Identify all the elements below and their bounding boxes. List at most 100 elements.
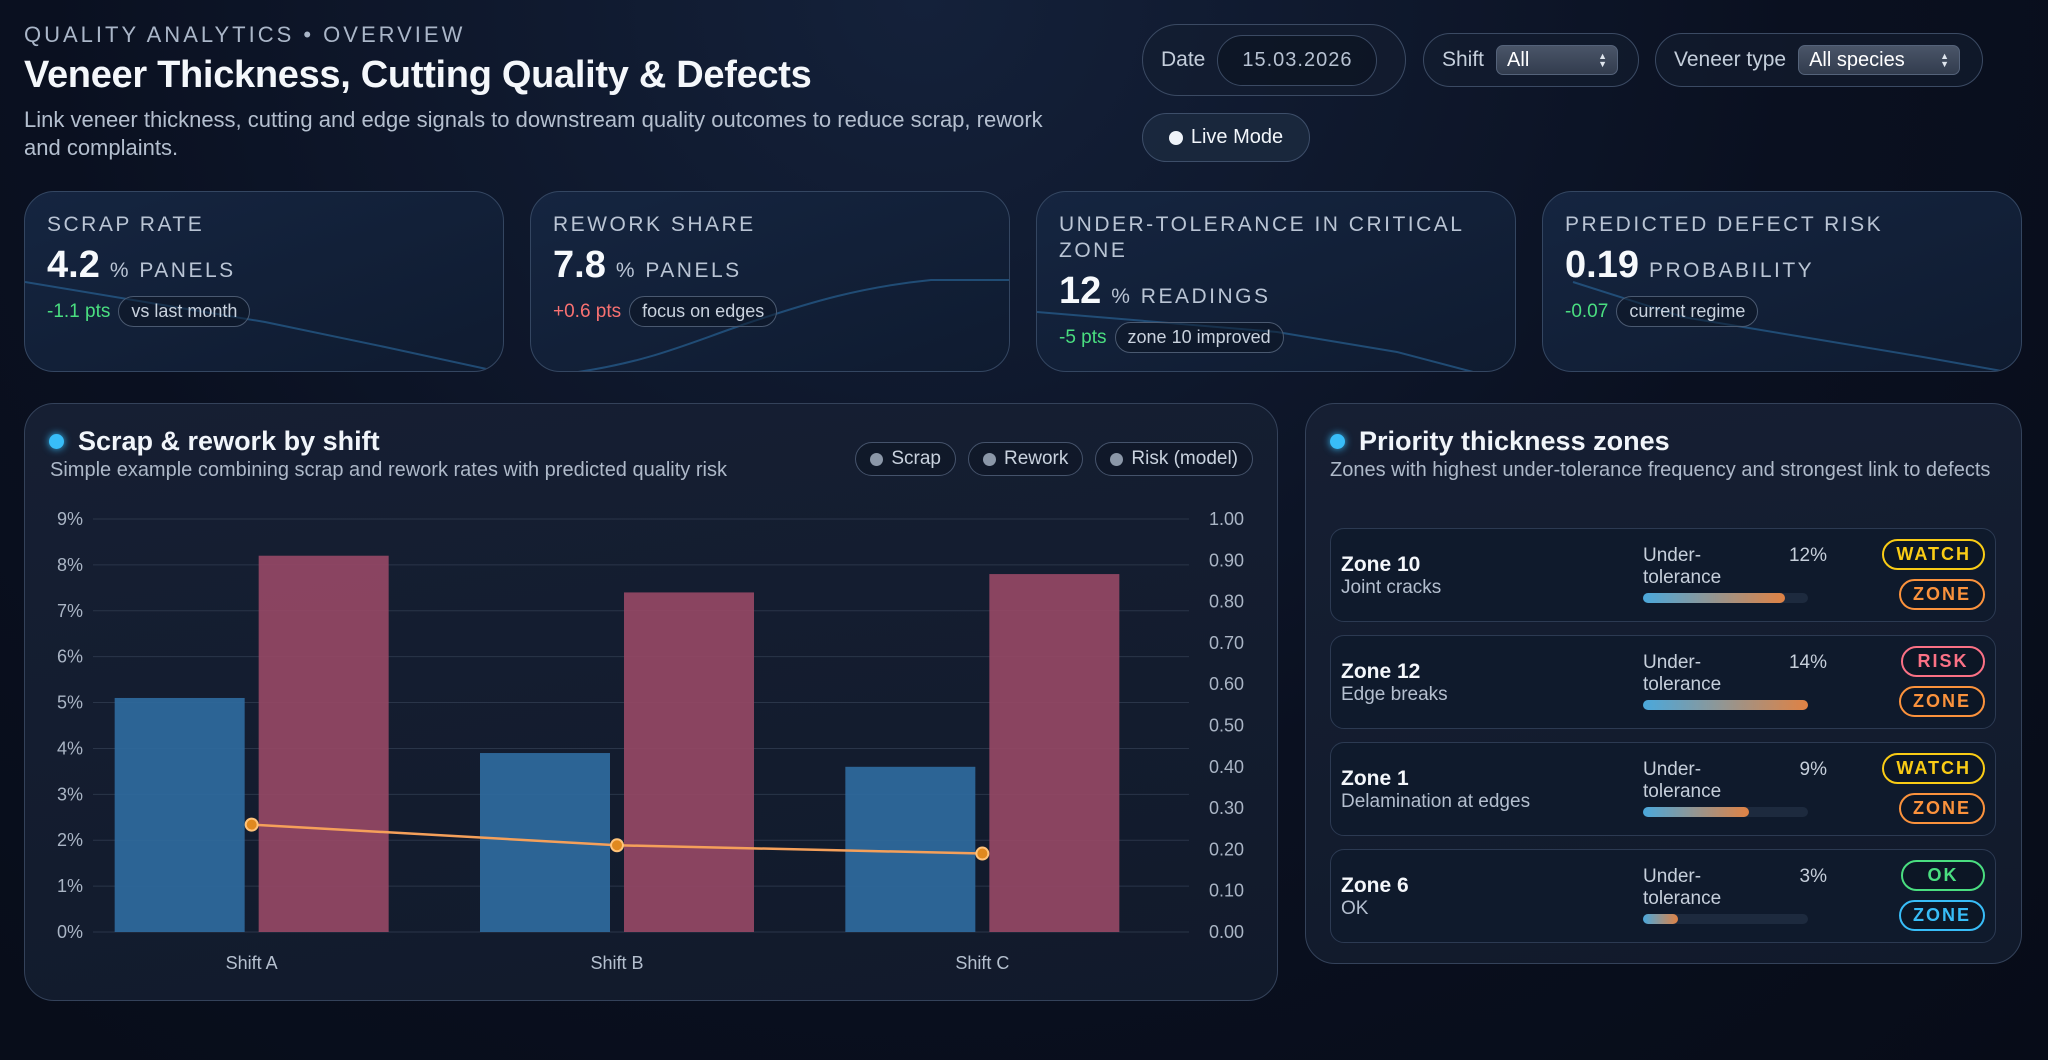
veneer-type-select-value: All species bbox=[1809, 48, 1905, 71]
zones-panel-title: Priority thickness zones bbox=[1330, 426, 1670, 457]
kpi-delta: -5 pts bbox=[1059, 326, 1107, 348]
chart-panel-subtitle: Simple example combining scrap and rewor… bbox=[50, 459, 727, 481]
kpi-card-defect-risk[interactable]: PREDICTED DEFECT RISK 0.19 PROBABILITY -… bbox=[1542, 191, 2022, 372]
zone-name: Zone 12 bbox=[1341, 660, 1421, 683]
y-right-tick-label: 0.00 bbox=[1209, 922, 1244, 942]
legend-dot-icon bbox=[982, 452, 996, 466]
legend-item-risk[interactable]: Risk (model) bbox=[1095, 442, 1253, 476]
kpi-value: 7.8 bbox=[553, 244, 606, 286]
risk-point-shift-b bbox=[610, 838, 624, 853]
zone-item[interactable]: Zone 12 Edge breaks Under-tolerance 14% … bbox=[1330, 635, 1996, 729]
zone-status-badge: RISK bbox=[1901, 646, 1985, 677]
zone-description: Delamination at edges bbox=[1341, 791, 1531, 812]
page-title: Veneer Thickness, Cutting Quality & Defe… bbox=[24, 54, 812, 96]
y-left-tick-label: 9% bbox=[57, 509, 83, 529]
zone-description: OK bbox=[1341, 898, 1369, 919]
y-right-tick-label: 1.00 bbox=[1209, 509, 1244, 529]
veneer-type-label: Veneer type bbox=[1674, 48, 1787, 71]
x-tick-label: Shift B bbox=[590, 953, 643, 973]
y-left-tick-label: 5% bbox=[57, 693, 83, 713]
y-left-tick-label: 2% bbox=[57, 830, 83, 850]
date-input[interactable]: 15.03.2026 bbox=[1217, 34, 1378, 86]
kpi-label: UNDER-TOLERANCE IN CRITICAL ZONE bbox=[1059, 213, 1464, 262]
section-eyebrow: QUALITY ANALYTICS • OVERVIEW bbox=[24, 22, 466, 47]
y-left-tick-label: 4% bbox=[57, 738, 83, 758]
kpi-unit: % READINGS bbox=[1111, 285, 1271, 308]
kpi-card-under-tolerance[interactable]: UNDER-TOLERANCE IN CRITICAL ZONE 12 % RE… bbox=[1036, 191, 1516, 372]
bar-rework-shift-b bbox=[624, 592, 754, 932]
risk-point-shift-c bbox=[975, 846, 990, 861]
page-subtitle: Link veneer thickness, cutting and edge … bbox=[24, 107, 1043, 160]
zone-tag-badge: ZONE bbox=[1898, 579, 1985, 610]
legend-item-rework[interactable]: Rework bbox=[967, 442, 1084, 476]
zone-item[interactable]: Zone 6 OK Under-tolerance 3% OK ZONE bbox=[1330, 849, 1996, 943]
chart-legend: Scrap Rework Risk (model) bbox=[855, 442, 1253, 476]
legend-label: Scrap bbox=[891, 448, 941, 469]
zones-panel-subtitle: Zones with highest under-tolerance frequ… bbox=[1330, 459, 1991, 481]
kpi-note: zone 10 improved bbox=[1114, 322, 1284, 353]
kpi-label: SCRAP RATE bbox=[47, 213, 205, 236]
kpi-card-scrap-rate[interactable]: SCRAP RATE 4.2 % PANELS -1.1 pts vs last… bbox=[24, 191, 504, 372]
kpi-note: focus on edges bbox=[629, 296, 778, 327]
kpi-unit: % PANELS bbox=[615, 259, 742, 282]
y-left-tick-label: 3% bbox=[57, 784, 83, 804]
zone-progress-bar bbox=[1643, 593, 1808, 603]
zone-progress-fill bbox=[1643, 593, 1785, 603]
title-dot-icon bbox=[1330, 434, 1345, 449]
y-right-tick-label: 0.80 bbox=[1209, 592, 1244, 612]
zone-metric-label: Under-tolerance bbox=[1643, 759, 1722, 802]
kpi-delta: +0.6 pts bbox=[553, 300, 622, 322]
shift-label: Shift bbox=[1442, 48, 1485, 71]
priority-zones-panel: Priority thickness zones Zones with high… bbox=[1305, 403, 2022, 964]
legend-item-scrap[interactable]: Scrap bbox=[855, 442, 956, 476]
kpi-card-rework-share[interactable]: REWORK SHARE 7.8 % PANELS +0.6 pts focus… bbox=[530, 191, 1010, 372]
kpi-value: 0.19 bbox=[1565, 244, 1639, 286]
bar-scrap-shift-a bbox=[114, 697, 245, 932]
y-right-tick-label: 0.50 bbox=[1209, 716, 1244, 736]
date-filter: Date 15.03.2026 bbox=[1142, 24, 1406, 96]
live-indicator-icon bbox=[1168, 130, 1183, 145]
bar-scrap-shift-c bbox=[845, 766, 976, 932]
bar-rework-shift-a bbox=[258, 555, 389, 932]
live-mode-label: Live Mode bbox=[1190, 126, 1284, 148]
date-label: Date bbox=[1161, 48, 1206, 71]
y-left-tick-label: 0% bbox=[57, 922, 83, 942]
scrap-rework-chart-panel: 0% 1% 2% 3% 4% 5% 6% 7% 8% 9% 0.00 0.10 0.20 0.30 0.40… bbox=[24, 403, 1278, 1001]
zone-progress-fill bbox=[1643, 914, 1678, 924]
y-left-tick-label: 1% bbox=[57, 876, 83, 896]
y-right-tick-label: 0.30 bbox=[1209, 798, 1244, 818]
y-right-tick-label: 0.40 bbox=[1209, 757, 1244, 777]
kpi-delta: -1.1 pts bbox=[47, 300, 111, 322]
legend-dot-icon bbox=[1110, 452, 1124, 466]
y-left-tick-label: 8% bbox=[57, 555, 83, 575]
zone-item[interactable]: Zone 10 Joint cracks Under-tolerance 12%… bbox=[1330, 528, 1996, 622]
zone-item[interactable]: Zone 1 Delamination at edges Under-toler… bbox=[1330, 742, 1996, 836]
sparkline bbox=[25, 281, 501, 371]
shift-select[interactable]: All ▲ ▼ bbox=[1496, 45, 1619, 75]
zone-metric-label: Under-tolerance bbox=[1643, 545, 1722, 588]
zone-tag-badge: ZONE bbox=[1898, 900, 1985, 931]
y-right-tick-label: 0.60 bbox=[1209, 674, 1244, 694]
live-mode-button[interactable]: Live Mode bbox=[1142, 113, 1310, 162]
zone-status-badge: OK bbox=[1901, 860, 1985, 891]
zone-percentage: 3% bbox=[1799, 866, 1827, 887]
y-right-tick-label: 0.20 bbox=[1209, 839, 1244, 859]
kpi-note: current regime bbox=[1616, 296, 1759, 327]
shift-filter: Shift All ▲ ▼ bbox=[1423, 33, 1639, 87]
x-tick-label: Shift A bbox=[226, 953, 278, 973]
y-left-tick-label: 7% bbox=[57, 601, 83, 621]
zone-description: Edge breaks bbox=[1341, 684, 1448, 705]
legend-label: Risk (model) bbox=[1131, 448, 1238, 469]
zone-percentage: 14% bbox=[1788, 652, 1827, 673]
chart-panel-title: Scrap & rework by shift bbox=[49, 426, 380, 457]
kpi-unit: % PANELS bbox=[109, 259, 236, 282]
zone-progress-fill bbox=[1643, 700, 1808, 710]
risk-point-shift-a bbox=[244, 817, 259, 832]
veneer-type-select[interactable]: All species ▲ ▼ bbox=[1798, 45, 1961, 75]
zones-title-text: Priority thickness zones bbox=[1359, 426, 1670, 456]
veneer-type-filter: Veneer type All species ▲ ▼ bbox=[1655, 33, 1983, 87]
bar-scrap-shift-b bbox=[480, 753, 610, 932]
zone-description: Joint cracks bbox=[1341, 577, 1442, 598]
x-tick-label: Shift C bbox=[955, 953, 1009, 973]
zone-metric-label: Under-tolerance bbox=[1643, 866, 1722, 909]
